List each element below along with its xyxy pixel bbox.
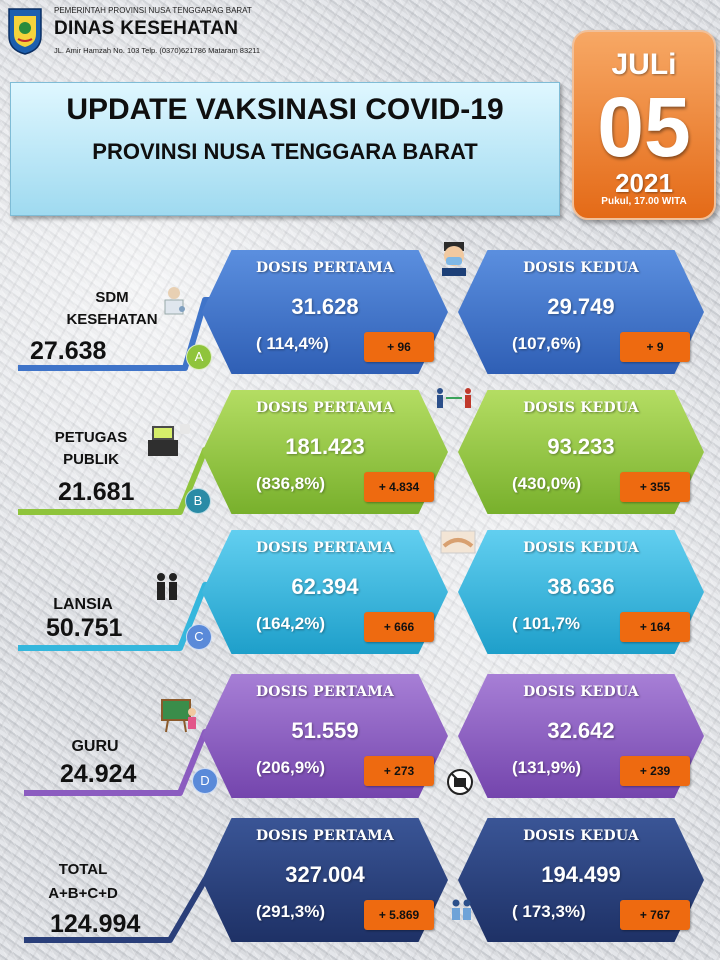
group-total-all: 124.994 — [50, 910, 141, 938]
delta-badge: + 767 — [620, 900, 690, 930]
hex-guru-first-dose: DOSIS PERTAMA 51.559 (206,9%) + 273 — [202, 674, 448, 798]
delta-badge: + 273 — [364, 756, 434, 786]
delta-badge: + 355 — [620, 472, 690, 502]
group-total-lansia: 50.751 — [46, 614, 123, 642]
teacher-icon — [161, 699, 196, 733]
hex-lansia-second-dose: DOSIS KEDUA 38.636 ( 101,7% + 164 — [458, 530, 704, 654]
date-day: 05 — [597, 80, 691, 174]
date-month: JULi — [611, 48, 677, 81]
group-label-guru: GURU — [71, 738, 119, 755]
group-total-guru: 24.924 — [60, 760, 137, 788]
delta-badge: + 666 — [364, 612, 434, 642]
agency-header: PEMERINTAH PROVINSI NUSA TENGGARAG BARAT… — [6, 4, 346, 60]
page-title: UPDATE VAKSINASI COVID-19 — [66, 93, 504, 126]
no-crowd-icon — [447, 769, 473, 795]
delta-badge: + 164 — [620, 612, 690, 642]
group-label-petugas: PETUGAS PUBLIK — [54, 429, 128, 468]
hex-petugas-first-dose: DOSIS PERTAMA 181.423 (836,8%) + 4.834 — [202, 390, 448, 514]
delta-badge: + 5.869 — [364, 900, 434, 930]
title-banner: UPDATE VAKSINASI COVID-19 PROVINSI NUSA … — [10, 82, 560, 216]
hex-total-first-dose: DOSIS PERTAMA 327.004 (291,3%) + 5.869 — [202, 818, 448, 942]
group-label-total: TOTAL A+B+C+D — [48, 861, 118, 902]
agency-address: JL. Amir Hamzah No. 103 Telp. (0370)6217… — [54, 46, 261, 55]
group-total-sdm: 27.638 — [30, 337, 107, 365]
government-name: PEMERINTAH PROVINSI NUSA TENGGARAG BARAT — [54, 6, 252, 15]
group-letter-c: C — [186, 624, 212, 650]
group-label-lansia: LANSIA — [53, 596, 113, 613]
date-year: 2021 — [615, 168, 673, 198]
hex-guru-second-dose: DOSIS KEDUA 32.642 (131,9%) + 239 — [458, 674, 704, 798]
group-letter-b: B — [185, 488, 211, 514]
group-letter-a: A — [186, 344, 212, 370]
date-badge: JULi 05 2021 Pukul, 17.00 WITA — [572, 30, 716, 220]
province-logo-icon — [8, 8, 42, 55]
group-label-sdm: SDM KESEHATAN — [66, 289, 158, 328]
health-worker-icon — [164, 287, 185, 315]
page-subtitle: PROVINSI NUSA TENGGARA BARAT — [92, 139, 478, 164]
hex-petugas-second-dose: DOSIS KEDUA 93.233 (430,0%) + 355 — [458, 390, 704, 514]
elderly-hands-icon — [440, 530, 476, 554]
date-time: Pukul, 17.00 WITA — [601, 196, 687, 207]
delta-badge: + 239 — [620, 756, 690, 786]
group-people-icon — [452, 899, 471, 920]
hex-sdm-first-dose: DOSIS PERTAMA 31.628 ( 114,4%) + 96 — [202, 250, 448, 374]
agency-name: DINAS KESEHATAN — [54, 18, 239, 39]
hex-sdm-second-dose: DOSIS KEDUA 29.749 (107,6%) + 9 — [458, 250, 704, 374]
public-officer-icon — [148, 424, 190, 456]
delta-badge: + 4.834 — [364, 472, 434, 502]
distancing-icon — [437, 388, 471, 408]
elderly-couple-icon — [157, 573, 177, 600]
hex-lansia-first-dose: DOSIS PERTAMA 62.394 (164,2%) + 666 — [202, 530, 448, 654]
delta-badge: + 96 — [364, 332, 434, 362]
group-letter-d: D — [192, 768, 218, 794]
group-total-petugas: 21.681 — [58, 478, 135, 506]
delta-badge: + 9 — [620, 332, 690, 362]
masked-person-icon — [442, 242, 466, 276]
hex-total-second-dose: DOSIS KEDUA 194.499 ( 173,3%) + 767 — [458, 818, 704, 942]
